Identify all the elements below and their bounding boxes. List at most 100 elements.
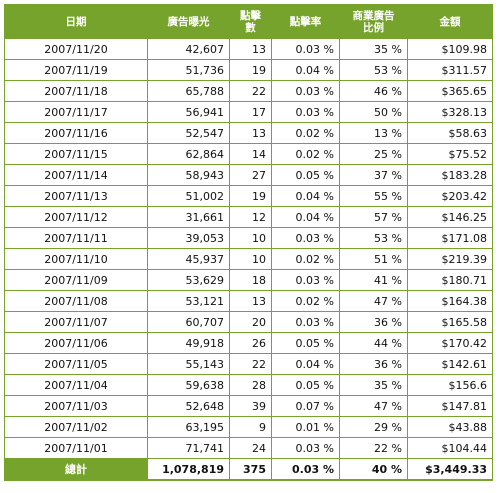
cell: 0.02 %: [271, 248, 340, 270]
cell: $104.44: [407, 437, 493, 459]
total-cell: 375: [229, 458, 272, 481]
cell: 2007/11/17: [4, 101, 148, 123]
cell: 35 %: [339, 38, 408, 60]
cell: $183.28: [407, 164, 493, 186]
cell: 51 %: [339, 248, 408, 270]
cell: 55 %: [339, 185, 408, 207]
cell: $75.52: [407, 143, 493, 165]
cell: 0.05 %: [271, 374, 340, 396]
data-row: 2007/11/14 58,943 27 0.05 % 37 % $183.28: [4, 164, 493, 186]
cell: 20: [229, 311, 272, 333]
cell: 0.07 %: [271, 395, 340, 417]
cell: 62,864: [147, 143, 230, 165]
cell: 53 %: [339, 227, 408, 249]
cell: 59,638: [147, 374, 230, 396]
total-cell: 總計: [4, 458, 148, 481]
cell: 41 %: [339, 269, 408, 291]
data-row: 2007/11/13 51,002 19 0.04 % 55 % $203.42: [4, 185, 493, 207]
cell: 37 %: [339, 164, 408, 186]
data-row: 2007/11/19 51,736 19 0.04 % 53 % $311.57: [4, 59, 493, 81]
cell: 0.03 %: [271, 311, 340, 333]
cell: $164.38: [407, 290, 493, 312]
cell: $311.57: [407, 59, 493, 81]
cell: 13: [229, 122, 272, 144]
data-row: 2007/11/06 49,918 26 0.05 % 44 % $170.42: [4, 332, 493, 354]
cell: 2007/11/02: [4, 416, 148, 438]
data-row: 2007/11/05 55,143 22 0.04 % 36 % $142.61: [4, 353, 493, 375]
cell: 47 %: [339, 290, 408, 312]
data-row: 2007/11/01 71,741 24 0.03 % 22 % $104.44: [4, 437, 493, 459]
header-cell: 金額: [407, 4, 493, 39]
cell: 9: [229, 416, 272, 438]
header-cell: 點擊數: [229, 4, 272, 39]
data-row: 2007/11/07 60,707 20 0.03 % 36 % $165.58: [4, 311, 493, 333]
cell: 0.03 %: [271, 269, 340, 291]
cell: 60,707: [147, 311, 230, 333]
data-row: 2007/11/18 65,788 22 0.03 % 46 % $365.65: [4, 80, 493, 102]
cell: 27: [229, 164, 272, 186]
cell: $146.25: [407, 206, 493, 228]
cell: 18: [229, 269, 272, 291]
total-cell: $3,449.33: [407, 458, 493, 481]
cell: 50 %: [339, 101, 408, 123]
header-cell: 點擊率: [271, 4, 340, 39]
cell: 55,143: [147, 353, 230, 375]
cell: $203.42: [407, 185, 493, 207]
cell: 29 %: [339, 416, 408, 438]
data-row: 2007/11/15 62,864 14 0.02 % 25 % $75.52: [4, 143, 493, 165]
cell: 2007/11/18: [4, 80, 148, 102]
header-cell: 日期: [4, 4, 148, 39]
total-cell: 1,078,819: [147, 458, 230, 481]
cell: 0.04 %: [271, 185, 340, 207]
cell: 2007/11/11: [4, 227, 148, 249]
cell: 2007/11/08: [4, 290, 148, 312]
cell: 53 %: [339, 59, 408, 81]
cell: $147.81: [407, 395, 493, 417]
cell: 0.03 %: [271, 227, 340, 249]
cell: 0.03 %: [271, 80, 340, 102]
data-row: 2007/11/16 52,547 13 0.02 % 13 % $58.63: [4, 122, 493, 144]
table-container: 日期 廣告曝光 點擊數 點擊率 商業廣告 比例 金額 2007/11/20 42,607 13…: [4, 4, 493, 481]
cell: 17: [229, 101, 272, 123]
cell: 65,788: [147, 80, 230, 102]
data-row: 2007/11/09 53,629 18 0.03 % 41 % $180.71: [4, 269, 493, 291]
total-cell: 40 %: [339, 458, 408, 481]
cell: 0.03 %: [271, 38, 340, 60]
cell: $328.13: [407, 101, 493, 123]
cell: 14: [229, 143, 272, 165]
cell: 13 %: [339, 122, 408, 144]
cell: 25 %: [339, 143, 408, 165]
cell: 2007/11/15: [4, 143, 148, 165]
cell: 2007/11/05: [4, 353, 148, 375]
cell: 0.01 %: [271, 416, 340, 438]
data-row: 2007/11/10 45,937 10 0.02 % 51 % $219.39: [4, 248, 493, 270]
cell: 2007/11/09: [4, 269, 148, 291]
cell: 58,943: [147, 164, 230, 186]
cell: 39: [229, 395, 272, 417]
cell: 46 %: [339, 80, 408, 102]
cell: 2007/11/03: [4, 395, 148, 417]
cell: 45,937: [147, 248, 230, 270]
cell: 0.04 %: [271, 206, 340, 228]
stats-table: 日期 廣告曝光 點擊數 點擊率 商業廣告 比例 金額 2007/11/20 42,607 13…: [4, 4, 493, 481]
cell: 0.05 %: [271, 164, 340, 186]
cell: 12: [229, 206, 272, 228]
cell: 49,918: [147, 332, 230, 354]
cell: $109.98: [407, 38, 493, 60]
header-row: 日期 廣告曝光 點擊數 點擊率 商業廣告 比例 金額: [4, 4, 493, 39]
cell: 56,941: [147, 101, 230, 123]
cell: 35 %: [339, 374, 408, 396]
cell: 53,121: [147, 290, 230, 312]
cell: 2007/11/12: [4, 206, 148, 228]
data-row: 2007/11/11 39,053 10 0.03 % 53 % $171.08: [4, 227, 493, 249]
cell: 57 %: [339, 206, 408, 228]
cell: 51,736: [147, 59, 230, 81]
cell: 0.03 %: [271, 101, 340, 123]
cell: $142.61: [407, 353, 493, 375]
cell: 19: [229, 59, 272, 81]
cell: 36 %: [339, 353, 408, 375]
cell: 63,195: [147, 416, 230, 438]
cell: $170.42: [407, 332, 493, 354]
cell: 2007/11/10: [4, 248, 148, 270]
